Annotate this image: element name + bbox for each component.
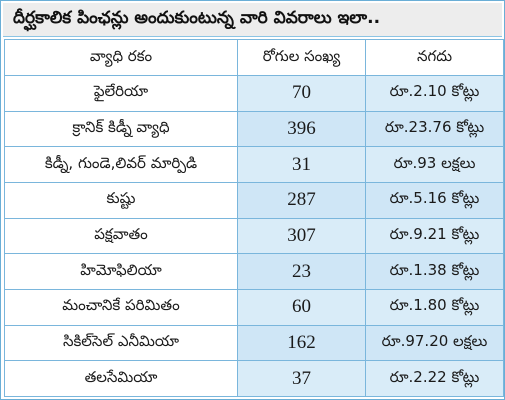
disease-cell: హిమోఫిలియా (4, 253, 238, 290)
table-row: క్రానిక్ కిడ్నీ వ్యాధి 396 రూ.23.76 కోట్… (4, 110, 504, 148)
disease-cell: ఫైలేరియా (4, 75, 238, 112)
table-row: మంచానికే పరిమితం 60 రూ.1.80 కోట్లు (4, 288, 504, 326)
patient-count-cell: 70 (237, 75, 366, 112)
disease-cell: కుష్టు (4, 181, 238, 219)
header-disease-type: వ్యాధి రకం (4, 39, 238, 76)
table-row: హిమోఫిలియా 23 రూ.1.38 కోట్లు (4, 253, 504, 290)
header-patient-count: రోగుల సంఖ్య (237, 39, 366, 76)
table-row: సికిల్‌సెల్ ఎనీమియా 162 రూ.97.20 లక్షలు (4, 324, 504, 362)
disease-cell: కిడ్నీ, గుండె,లివర్ మార్పిడి (4, 146, 238, 183)
amount-cell: రూ.5.16 కోట్లు (365, 181, 504, 219)
amount-cell: రూ.93 లక్షలు (365, 146, 504, 183)
patient-count-cell: 162 (237, 324, 366, 362)
header-row: వ్యాధి రకం రోగుల సంఖ్య నగదు (4, 39, 504, 76)
table-row: పక్షవాతం 307 రూ.9.21 కోట్లు (4, 217, 504, 255)
amount-cell: రూ.1.80 కోట్లు (365, 288, 504, 326)
amount-cell: రూ.9.21 కోట్లు (365, 217, 504, 255)
table-row: కుష్టు 287 రూ.5.16 కోట్లు (4, 181, 504, 219)
table-row: ఫైలేరియా 70 రూ.2.10 కోట్లు (4, 75, 504, 112)
table-row: కిడ్నీ, గుండె,లివర్ మార్పిడి 31 రూ.93 లక… (4, 146, 504, 183)
disease-cell: తలసేమియా (4, 360, 238, 397)
patient-count-cell: 37 (237, 360, 366, 397)
table-title: దీర్ఘకాలిక పింఛన్లు అందుకుంటున్న వారి వి… (13, 7, 381, 28)
title-bar: దీర్ఘకాలిక పింఛన్లు అందుకుంటున్న వారి వి… (3, 3, 502, 37)
disease-cell: సికిల్‌సెల్ ఎనీమియా (4, 324, 238, 362)
patient-count-cell: 307 (237, 217, 366, 255)
pension-details-table: వ్యాధి రకం రోగుల సంఖ్య నగదు ఫైలేరియా 70 … (4, 39, 504, 397)
disease-cell: క్రానిక్ కిడ్నీ వ్యాధి (4, 110, 238, 148)
patient-count-cell: 23 (237, 253, 366, 290)
amount-cell: రూ.2.22 కోట్లు (365, 360, 504, 397)
amount-cell: రూ.2.10 కోట్లు (365, 75, 504, 112)
table-row: తలసేమియా 37 రూ.2.22 కోట్లు (4, 360, 504, 397)
patient-count-cell: 60 (237, 288, 366, 326)
disease-cell: పక్షవాతం (4, 217, 238, 255)
amount-cell: రూ.97.20 లక్షలు (365, 324, 504, 362)
patient-count-cell: 396 (237, 110, 366, 148)
amount-cell: రూ.23.76 కోట్లు (365, 110, 504, 148)
disease-cell: మంచానికే పరిమితం (4, 288, 238, 326)
amount-cell: రూ.1.38 కోట్లు (365, 253, 504, 290)
patient-count-cell: 31 (237, 146, 366, 183)
header-amount: నగదు (365, 39, 504, 76)
patient-count-cell: 287 (237, 181, 366, 219)
